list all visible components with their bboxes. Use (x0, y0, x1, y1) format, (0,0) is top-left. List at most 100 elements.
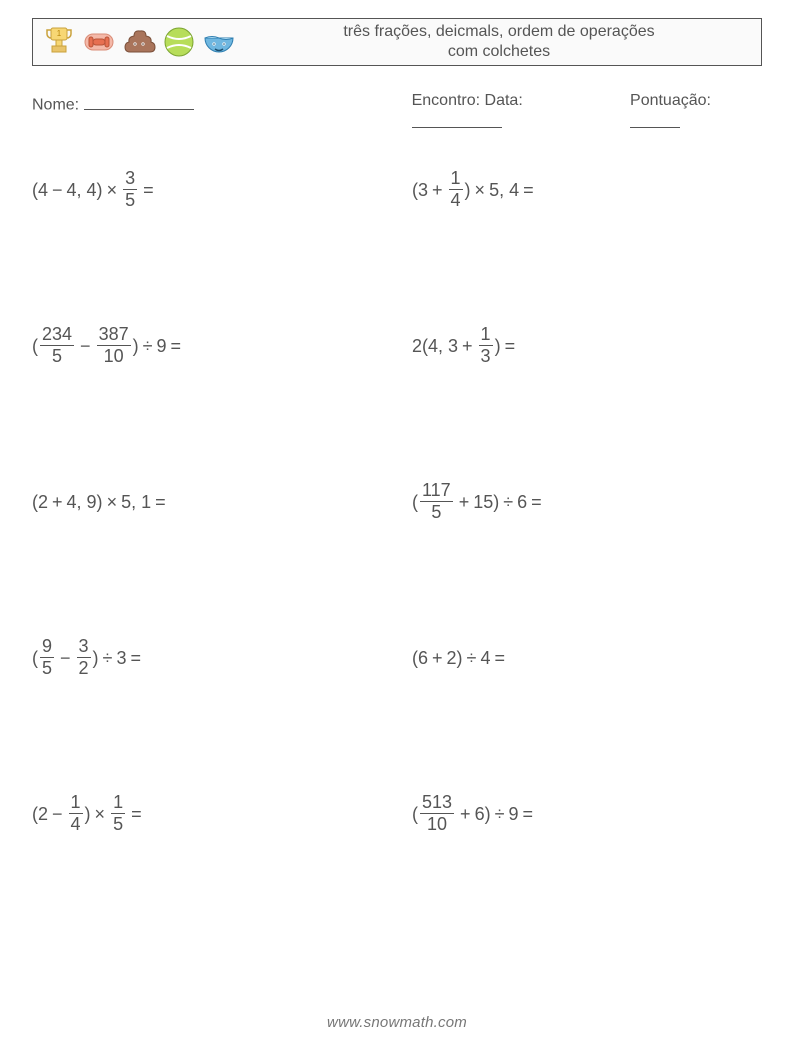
fraction-numerator: 1 (449, 169, 463, 188)
header-icons: 1 (33, 24, 237, 60)
fraction-denominator: 5 (123, 191, 137, 210)
problem-p9: (2 − 14) × 15 = (32, 791, 382, 837)
score-blank[interactable] (630, 110, 680, 128)
expr-text: 5, 1 (121, 493, 151, 511)
fraction: 15 (111, 793, 125, 834)
fraction: 51310 (420, 793, 454, 834)
operator-equals: = (531, 493, 542, 511)
problem-p6: (1175 + 15) ÷ 6 = (412, 479, 762, 525)
fraction-numerator: 1 (69, 793, 83, 812)
fraction-denominator: 3 (479, 347, 493, 366)
expr-text: 4, 9) (67, 493, 103, 511)
problem-p1: (4 − 4, 4) × 35 = (32, 167, 382, 213)
bowl-icon (201, 24, 237, 60)
expr-text: ) (133, 337, 139, 355)
operator-equals: = (523, 181, 534, 199)
operator-equals: = (130, 649, 141, 667)
expr-text: ) (85, 805, 91, 823)
tennis-icon (161, 24, 197, 60)
fraction: 32 (77, 637, 91, 678)
header-box: 1 três frações, deicmals, ordem de opera… (32, 18, 762, 66)
operator-minus: − (80, 337, 91, 355)
fraction-denominator: 5 (50, 347, 64, 366)
fraction-denominator: 2 (77, 659, 91, 678)
operator-divide: ÷ (467, 649, 477, 667)
fraction: 13 (479, 325, 493, 366)
fraction-denominator: 5 (111, 815, 125, 834)
operator-minus: − (52, 181, 63, 199)
fraction-numerator: 387 (97, 325, 131, 344)
fraction: 14 (69, 793, 83, 834)
problem-p10: (51310 + 6) ÷ 9 = (412, 791, 762, 837)
operator-plus: + (459, 493, 470, 511)
expr-text: ) (93, 649, 99, 667)
expr-text: ) (495, 337, 501, 355)
operator-plus: + (52, 493, 63, 511)
operator-equals: = (171, 337, 182, 355)
problem-p3: (2345 − 38710) ÷ 9 = (32, 323, 382, 369)
operator-divide: ÷ (503, 493, 513, 511)
operator-equals: = (155, 493, 166, 511)
fraction: 2345 (40, 325, 74, 366)
problem-p2: (3 + 14) × 5, 4 = (412, 167, 762, 213)
expr-text: 6) (475, 805, 491, 823)
fraction-denominator: 5 (40, 659, 54, 678)
fraction-numerator: 3 (77, 637, 91, 656)
expr-text: ( (32, 649, 38, 667)
expr-text: 4, 4) (67, 181, 103, 199)
expr-text: 15) (473, 493, 499, 511)
expr-text: (4 (32, 181, 48, 199)
operator-minus: − (52, 805, 63, 823)
operator-divide: ÷ (143, 337, 153, 355)
operator-equals: = (522, 805, 533, 823)
problems-grid: (4 − 4, 4) × 35 =(3 + 14) × 5, 4 =(2345 … (32, 167, 762, 837)
expr-text: (3 (412, 181, 428, 199)
operator-equals: = (505, 337, 516, 355)
name-blank[interactable] (84, 92, 194, 110)
problem-p7: (95 − 32) ÷ 3 = (32, 635, 382, 681)
fraction-denominator: 4 (69, 815, 83, 834)
worksheet-page: 1 três frações, deicmals, ordem de opera… (0, 0, 794, 1053)
poop-icon (121, 24, 157, 60)
footer-link[interactable]: www.snowmath.com (0, 1014, 794, 1031)
fraction-numerator: 513 (420, 793, 454, 812)
fraction-numerator: 9 (40, 637, 54, 656)
title-line-1: três frações, deicmals, ordem de operaçõ… (249, 22, 749, 42)
fraction-numerator: 1 (479, 325, 493, 344)
fraction: 35 (123, 169, 137, 210)
fraction-numerator: 117 (420, 481, 453, 500)
operator-plus: + (432, 181, 443, 199)
expr-text: 2) (447, 649, 463, 667)
fraction-denominator: 10 (425, 815, 449, 834)
expr-text: 9 (157, 337, 167, 355)
fraction: 38710 (97, 325, 131, 366)
expr-text: ( (412, 805, 418, 823)
expr-text: ( (412, 493, 418, 511)
operator-times: × (95, 805, 106, 823)
date-blank[interactable] (412, 110, 502, 128)
problem-p4: 2(4, 3 + 13) = (412, 323, 762, 369)
title-line-2: com colchetes (249, 42, 749, 62)
operator-times: × (107, 493, 118, 511)
problem-p8: (6 + 2) ÷ 4 = (412, 635, 762, 681)
score-label: Pontuação: (630, 92, 711, 109)
expr-text: (2 (32, 493, 48, 511)
expr-text: 9 (508, 805, 518, 823)
date-label: Encontro: Data: (412, 92, 523, 109)
date-field: Encontro: Data: (412, 92, 612, 133)
fraction-numerator: 234 (40, 325, 74, 344)
dumbbell-icon (81, 24, 117, 60)
operator-plus: + (462, 337, 473, 355)
problem-p5: (2 + 4, 9) × 5, 1 = (32, 479, 382, 525)
fraction: 95 (40, 637, 54, 678)
expr-text: 2(4, 3 (412, 337, 458, 355)
expr-text: ( (32, 337, 38, 355)
operator-divide: ÷ (103, 649, 113, 667)
expr-text: 5, 4 (489, 181, 519, 199)
operator-minus: − (60, 649, 71, 667)
score-field: Pontuação: (630, 92, 762, 133)
operator-divide: ÷ (495, 805, 505, 823)
fraction-denominator: 5 (429, 503, 443, 522)
trophy-icon: 1 (41, 24, 77, 60)
operator-times: × (107, 181, 118, 199)
